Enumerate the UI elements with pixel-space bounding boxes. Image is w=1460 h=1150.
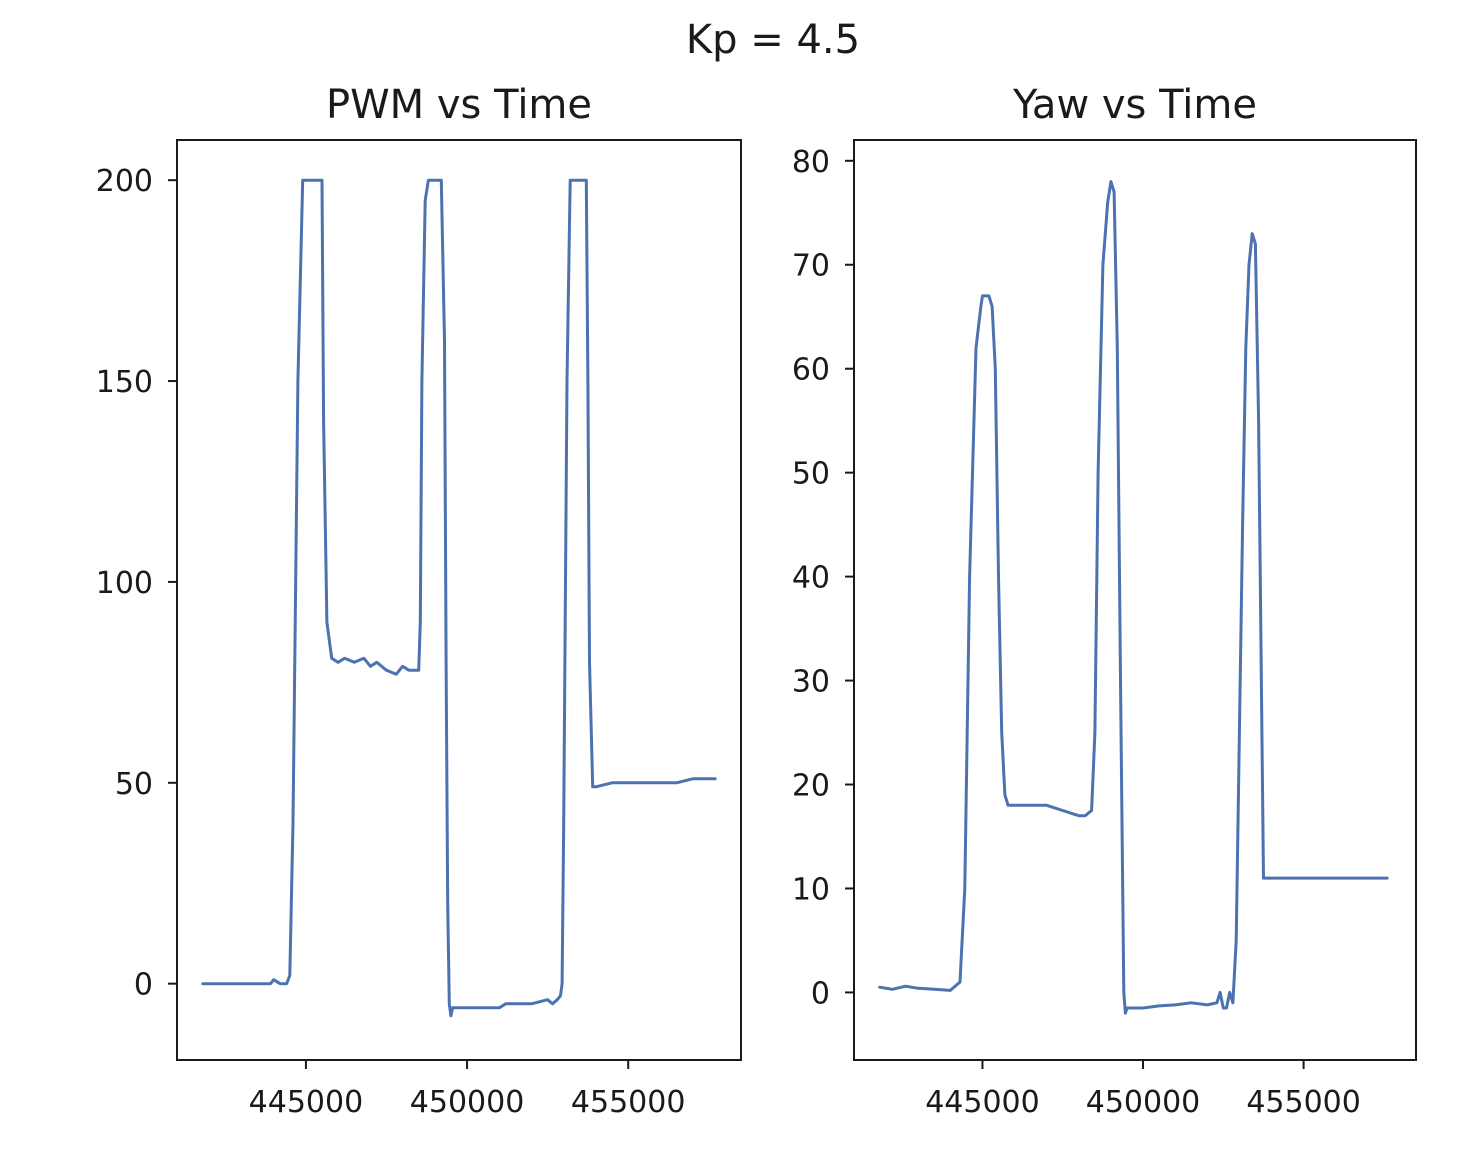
pwm-title: PWM vs Time — [326, 82, 592, 128]
pwm-series-line — [201, 178, 717, 1018]
pwm-axes-frame — [176, 139, 742, 1061]
pwm-ytick-label: 200 — [96, 164, 153, 199]
yaw-ytick-label: 20 — [792, 769, 830, 804]
figure-suptitle: Kp = 4.5 — [686, 17, 860, 63]
pwm-ytick-label: 100 — [96, 566, 153, 601]
yaw-ytick-label: 10 — [792, 872, 830, 907]
yaw-ytick-label: 60 — [792, 353, 830, 388]
pwm-xtick-label: 445000 — [249, 1085, 364, 1120]
yaw-ytick-label: 40 — [792, 561, 830, 596]
yaw-xtick-label: 450000 — [1086, 1085, 1201, 1120]
yaw-ytick-label: 70 — [792, 249, 830, 284]
yaw-xtick-label: 455000 — [1246, 1085, 1361, 1120]
pwm-ytick-label: 150 — [96, 365, 153, 400]
yaw-xtick-label: 445000 — [925, 1085, 1040, 1120]
pwm-ytick-label: 50 — [115, 767, 153, 802]
yaw-ytick-label: 30 — [792, 665, 830, 700]
yaw-axes-frame — [853, 139, 1417, 1061]
yaw-series-line — [878, 180, 1389, 1015]
yaw-ytick-label: 80 — [792, 145, 830, 180]
axes-yaw-vs-time: Yaw vs Time 445000 450000 455000 0 10 20 30 40 50… — [792, 82, 1417, 1120]
yaw-ytick-label: 50 — [792, 457, 830, 492]
pwm-ytick-label: 0 — [134, 968, 153, 1003]
axes-pwm-vs-time: PWM vs Time 445000 450000 455000 0 50 100 150 20… — [96, 82, 742, 1120]
yaw-title: Yaw vs Time — [1012, 82, 1257, 128]
pwm-xtick-label: 455000 — [571, 1085, 686, 1120]
pwm-xtick-label: 450000 — [410, 1085, 525, 1120]
yaw-ytick-label: 0 — [811, 976, 830, 1011]
